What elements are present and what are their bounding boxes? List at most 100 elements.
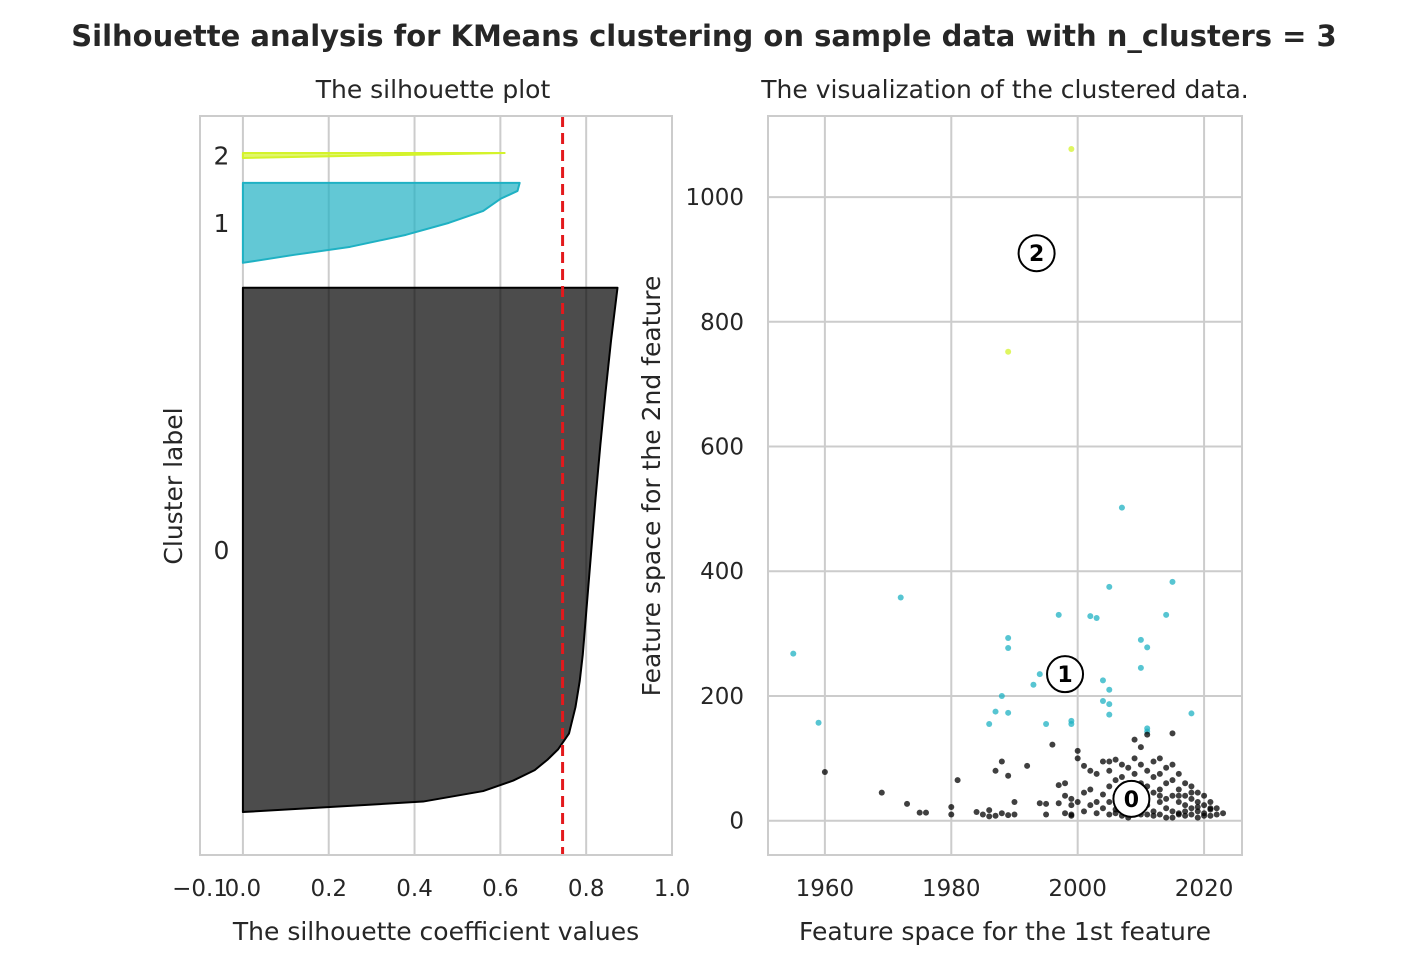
scatter-point-cluster-1	[1106, 701, 1113, 708]
scatter-plot-frame	[767, 115, 1243, 856]
scatter-point-cluster-0	[1093, 798, 1100, 805]
scatter-point-cluster-0	[1106, 783, 1113, 790]
scatter-point-cluster-1	[1099, 697, 1106, 704]
silhouette-x-tick-label: 0.4	[396, 876, 433, 902]
scatter-point-cluster-1	[1055, 611, 1062, 618]
scatter-point-cluster-0	[1074, 747, 1081, 754]
silhouette-x-tick-label: 0.2	[310, 876, 347, 902]
scatter-point-cluster-0	[821, 769, 828, 776]
scatter-point-cluster-0	[1150, 812, 1157, 819]
scatter-point-cluster-0	[1175, 792, 1182, 799]
scatter-point-cluster-0	[1036, 800, 1043, 807]
scatter-point-cluster-0	[1049, 741, 1056, 748]
scatter-point-cluster-0	[1175, 786, 1182, 793]
scatter-point-cluster-0	[998, 758, 1005, 765]
scatter-point-cluster-0	[1150, 758, 1157, 765]
scatter-point-cluster-0	[1213, 811, 1220, 818]
scatter-x-tick-label: 1980	[922, 876, 981, 902]
scatter-point-cluster-0	[948, 803, 955, 810]
scatter-point-cluster-0	[1093, 770, 1100, 777]
scatter-point-cluster-0	[986, 807, 993, 814]
scatter-point-cluster-0	[973, 808, 980, 815]
scatter-point-cluster-0	[1163, 795, 1170, 802]
scatter-point-cluster-0	[1118, 761, 1125, 768]
scatter-point-cluster-0	[1169, 792, 1176, 799]
scatter-point-cluster-0	[1188, 805, 1195, 812]
scatter-point-cluster-1	[1106, 711, 1113, 718]
scatter-plot-title: The visualization of the clustered data.	[760, 75, 1249, 104]
scatter-point-cluster-0	[1055, 800, 1062, 807]
scatter-point-cluster-1	[1163, 611, 1170, 618]
scatter-point-cluster-0	[992, 812, 999, 819]
scatter-point-cluster-0	[1201, 802, 1208, 809]
scatter-point-cluster-0	[1163, 805, 1170, 812]
silhouette-x-tick-label: 1.0	[654, 876, 691, 902]
scatter-point-cluster-0	[1011, 798, 1018, 805]
scatter-point-cluster-1	[1036, 671, 1043, 678]
scatter-point-cluster-0	[904, 800, 911, 807]
scatter-point-cluster-0	[1093, 810, 1100, 817]
scatter-point-cluster-0	[1182, 792, 1189, 799]
figure-suptitle: Silhouette analysis for KMeans clusterin…	[71, 19, 1336, 53]
scatter-point-cluster-0	[1188, 811, 1195, 818]
scatter-point-cluster-0	[1194, 803, 1201, 810]
scatter-x-tick-labels: 1960 1980 2000 2020	[796, 876, 1234, 902]
silhouette-y-axis-label: Cluster label	[159, 407, 188, 564]
scatter-point-cluster-0	[1194, 789, 1201, 796]
scatter-point-cluster-0	[1156, 786, 1163, 793]
scatter-point-cluster-0	[1169, 814, 1176, 821]
scatter-point-cluster-0	[1150, 789, 1157, 796]
scatter-point-cluster-0	[1188, 789, 1195, 796]
scatter-point-cluster-0	[1005, 772, 1012, 779]
silhouette-cluster-label-0: 0	[214, 536, 230, 565]
scatter-point-cluster-1	[1005, 644, 1012, 651]
scatter-point-cluster-0	[992, 767, 999, 774]
scatter-point-cluster-0	[1005, 812, 1012, 819]
scatter-point-cluster-0	[1043, 800, 1050, 807]
scatter-x-tick-label: 2020	[1175, 876, 1234, 902]
silhouette-x-tick-label: 0.8	[568, 876, 605, 902]
scatter-point-cluster-0	[923, 809, 929, 816]
scatter-point-cluster-0	[1144, 811, 1151, 818]
scatter-point-cluster-2	[1005, 348, 1012, 355]
scatter-point-cluster-0	[1087, 786, 1094, 793]
scatter-point-cluster-0	[1011, 811, 1018, 818]
silhouette-x-tick-label: 0.6	[482, 876, 519, 902]
scatter-point-cluster-0	[1074, 755, 1081, 762]
scatter-point-cluster-0	[878, 789, 885, 796]
scatter-point-cluster-0	[1068, 812, 1075, 819]
silhouette-band-cluster-0	[241, 286, 619, 814]
scatter-point-cluster-1	[1087, 613, 1094, 620]
scatter-point-cluster-0	[1055, 782, 1062, 789]
scatter-point-cluster-0	[1131, 770, 1138, 777]
scatter-point-cluster-0	[1081, 789, 1087, 796]
scatter-point-cluster-1	[1005, 634, 1012, 641]
scatter-point-cluster-0	[1043, 811, 1050, 818]
scatter-point-cluster-0	[1194, 814, 1201, 821]
scatter-point-cluster-1	[1106, 583, 1113, 590]
scatter-point-cluster-0	[954, 777, 961, 784]
scatter-point-cluster-1	[790, 650, 797, 657]
scatter-point-cluster-0	[1188, 783, 1195, 790]
scatter-plot-cluster-centers: 0 1 2	[1017, 234, 1151, 818]
scatter-point-cluster-0	[1144, 767, 1151, 774]
scatter-point-cluster-0	[1099, 758, 1106, 765]
scatter-point-cluster-1	[992, 708, 999, 715]
scatter-point-cluster-0	[1169, 730, 1176, 737]
silhouette-plot-frame	[199, 115, 673, 856]
scatter-point-cluster-0	[1068, 802, 1075, 809]
silhouette-plot: The silhouette plot 0 1 2 −0.10.0 0.2 0.4 0.6…	[159, 75, 690, 946]
scatter-point-cluster-0	[1106, 767, 1113, 774]
scatter-point-cluster-0	[1099, 805, 1106, 812]
scatter-point-cluster-0	[1087, 802, 1094, 809]
scatter-point-cluster-0	[1081, 762, 1087, 769]
scatter-point-cluster-0	[1068, 795, 1075, 802]
scatter-point-cluster-1	[1118, 504, 1125, 511]
scatter-point-cluster-1	[1137, 664, 1144, 671]
scatter-point-cluster-0	[1087, 767, 1094, 774]
scatter-point-cluster-0	[979, 811, 986, 818]
scatter-point-cluster-1	[1068, 721, 1075, 728]
scatter-point-cluster-0	[1175, 811, 1182, 818]
scatter-point-cluster-0	[1106, 811, 1113, 818]
cluster-center-marker-1	[1046, 655, 1085, 694]
